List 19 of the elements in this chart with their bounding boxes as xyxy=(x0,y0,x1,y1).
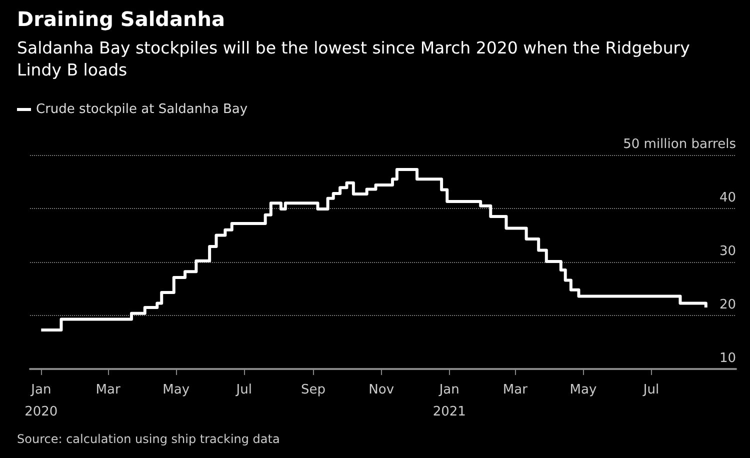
source-note: Source: calculation using ship tracking data xyxy=(17,432,280,446)
x-tick-label: Jan 2020 xyxy=(24,382,58,420)
x-tick-label: May xyxy=(162,382,190,398)
y-tick-label: 10 xyxy=(719,351,736,366)
y-tick-label: 40 xyxy=(719,190,736,206)
chart-subtitle: Saldanha Bay stockpiles will be the lowest since March 2020 when the Ridgebury Lindy B loads xyxy=(17,38,696,80)
y-tick-label: 20 xyxy=(719,298,736,312)
x-tick-label: May xyxy=(570,382,597,398)
y-tick-label: 50 million barrels xyxy=(623,137,736,152)
x-tick-label: Sep xyxy=(301,382,326,398)
x-tick-label: Mar xyxy=(96,382,121,398)
x-tick-label: Jul xyxy=(642,382,660,398)
x-tick-label: Jul xyxy=(235,382,252,398)
chart-title: Draining Saldanha xyxy=(17,7,225,31)
x-tick-label: Jan 2021 xyxy=(432,382,466,420)
x-tick-label: Mar xyxy=(502,382,528,398)
x-tick-label: Nov xyxy=(368,382,394,398)
legend-label: Crude stockpile at Saldanha Bay xyxy=(36,102,248,117)
y-tick-label: 30 xyxy=(719,244,736,259)
